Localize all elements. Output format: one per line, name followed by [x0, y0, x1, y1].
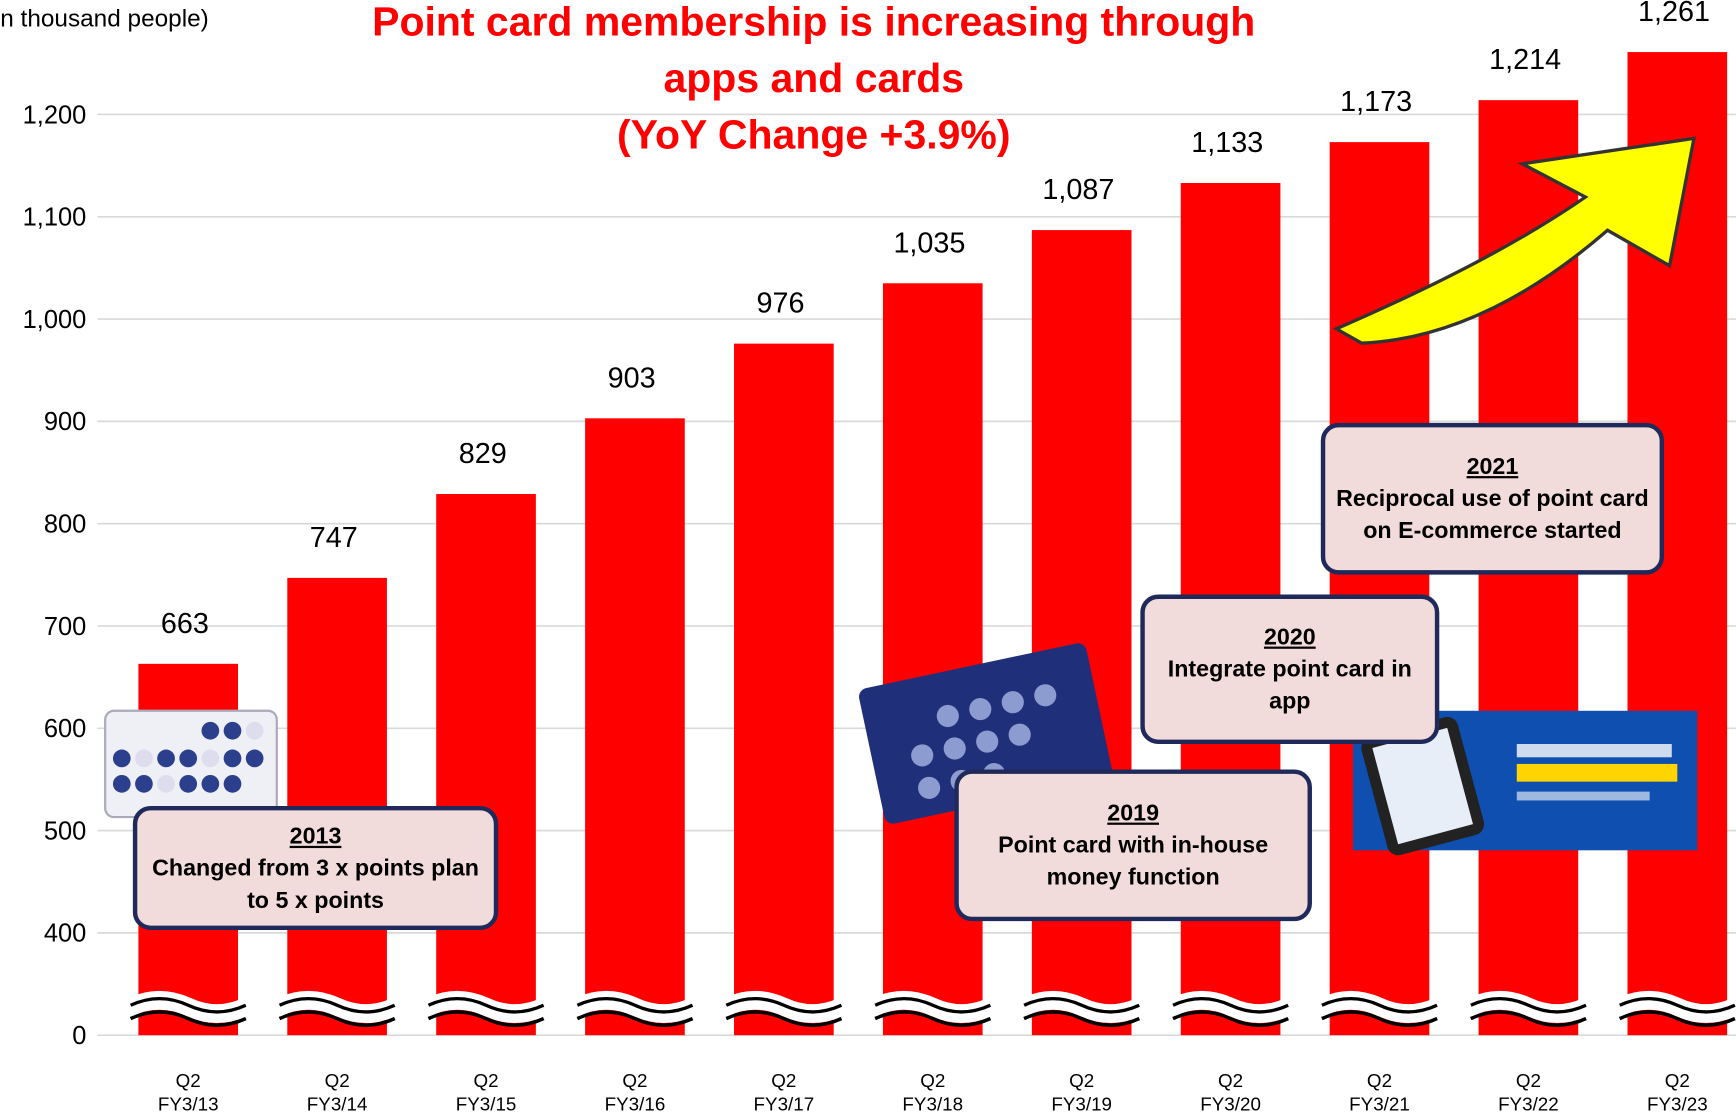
- axis-break: [1619, 1010, 1736, 1027]
- value-label: 976: [757, 288, 805, 320]
- axis-break: [1470, 996, 1587, 1014]
- x-tick-label: Q2 FY3/15: [455, 1070, 517, 1115]
- annotation-box: 2021 Reciprocal use of point card on E-co…: [1320, 422, 1665, 575]
- annotation-text: Changed from 3 x points plan to 5 x poin…: [152, 855, 479, 913]
- annotation-text: Point card with in-house money function: [998, 832, 1269, 891]
- x-tick-label: Q2 FY3/13: [157, 1070, 219, 1115]
- annotation-box: 2013 Changed from 3 x points plan to 5 x …: [132, 805, 499, 930]
- x-tick-label: Q2 FY3/16: [604, 1070, 666, 1115]
- card-image: [104, 709, 278, 819]
- value-label: 663: [161, 608, 209, 640]
- annotation-year: 2019: [1107, 800, 1160, 826]
- axis-break: [1023, 1010, 1140, 1027]
- x-tick-label: Q2 FY3/21: [1349, 1070, 1410, 1115]
- axis-break: [1468, 1000, 1588, 1023]
- value-label: 829: [459, 438, 507, 470]
- axis-break: [426, 1000, 546, 1023]
- y-tick-label: 0: [72, 1022, 86, 1050]
- annotation-box: 2019 Point card with in-house money funct…: [954, 769, 1312, 922]
- annotation-box: 2020 Integrate point card in app: [1140, 594, 1440, 744]
- value-label: 1,035: [893, 227, 965, 259]
- axis-break: [1321, 996, 1438, 1014]
- value-label: 1,214: [1489, 44, 1561, 76]
- axis-break: [1172, 1010, 1289, 1027]
- y-tick-label: 900: [44, 408, 86, 436]
- axis-break: [1320, 1000, 1439, 1023]
- axis-break: [129, 996, 247, 1014]
- axis-break: [129, 1010, 247, 1027]
- x-tick-label: Q2 FY3/18: [902, 1070, 964, 1115]
- x-tick-label: Q2 FY3/23: [1646, 1070, 1708, 1115]
- y-tick-label: 1,100: [23, 204, 87, 232]
- axis-break: [1321, 1010, 1438, 1027]
- title: Point card membership is increasing thro…: [372, 0, 1256, 101]
- x-tick-label: Q2 FY3/14: [306, 1070, 368, 1115]
- y-tick-label: 400: [44, 920, 86, 948]
- chart-title: Point card membership is increasing thro…: [354, 0, 1273, 163]
- y-tick-label: 500: [44, 817, 86, 845]
- value-label: 1,173: [1340, 86, 1412, 118]
- annotation-text: Integrate point card in app: [1167, 656, 1412, 715]
- axis-break: [576, 996, 694, 1014]
- axis-break: [874, 1010, 992, 1027]
- value-label: 1,261: [1638, 0, 1710, 28]
- bar: [734, 343, 834, 1036]
- y-tick-label: 1,200: [23, 101, 87, 129]
- axis-break: [725, 996, 843, 1014]
- x-tick-label: Q2 FY3/17: [753, 1070, 815, 1115]
- axis-break: [1470, 1010, 1587, 1027]
- value-label: 903: [608, 362, 656, 394]
- annotation-year: 2020: [1263, 624, 1316, 650]
- axis-break: [1172, 996, 1289, 1014]
- axis-break: [1023, 996, 1140, 1014]
- axis-break: [278, 996, 396, 1014]
- axis-break: [128, 1000, 248, 1023]
- axis-break: [427, 996, 545, 1014]
- y-tick-label: 600: [44, 715, 86, 743]
- y-tick-label: 800: [44, 511, 86, 539]
- axis-break: [873, 1000, 993, 1023]
- annotation-year: 2021: [1466, 453, 1519, 480]
- axis-break: [724, 1000, 844, 1023]
- y-tick-label: 1,000: [23, 306, 87, 334]
- bar: [1329, 142, 1430, 1036]
- annotation-text: Reciprocal use of point card on E-commer…: [1336, 486, 1649, 544]
- annotation-year: 2013: [289, 823, 342, 849]
- x-tick-label: Q2 FY3/22: [1498, 1070, 1559, 1115]
- value-label: 747: [310, 522, 358, 554]
- y-tick-label: 700: [44, 613, 86, 641]
- y-axis-label: (in thousand people): [0, 4, 209, 33]
- bar: [585, 418, 685, 1036]
- subtitle: (YoY Change +3.9%): [617, 111, 1011, 158]
- axis-break: [725, 1010, 843, 1027]
- value-label: 1,087: [1042, 174, 1114, 206]
- axis-break: [1617, 1000, 1736, 1023]
- axis-break: [278, 1010, 396, 1027]
- axis-break: [1022, 1000, 1142, 1023]
- axis-break: [427, 1010, 545, 1027]
- axis-break: [576, 1010, 694, 1027]
- x-tick-label: Q2 FY3/20: [1200, 1070, 1261, 1115]
- axis-break: [1619, 996, 1736, 1014]
- bar: [882, 283, 983, 1036]
- x-tick-label: Q2 FY3/19: [1051, 1070, 1113, 1115]
- axis-break: [277, 1000, 397, 1023]
- axis-break: [874, 996, 992, 1014]
- axis-break: [1171, 1000, 1291, 1023]
- value-label: 1,133: [1191, 127, 1263, 159]
- axis-break: [575, 1000, 695, 1023]
- trend-arrow: [1332, 136, 1696, 345]
- bar: [436, 494, 536, 1036]
